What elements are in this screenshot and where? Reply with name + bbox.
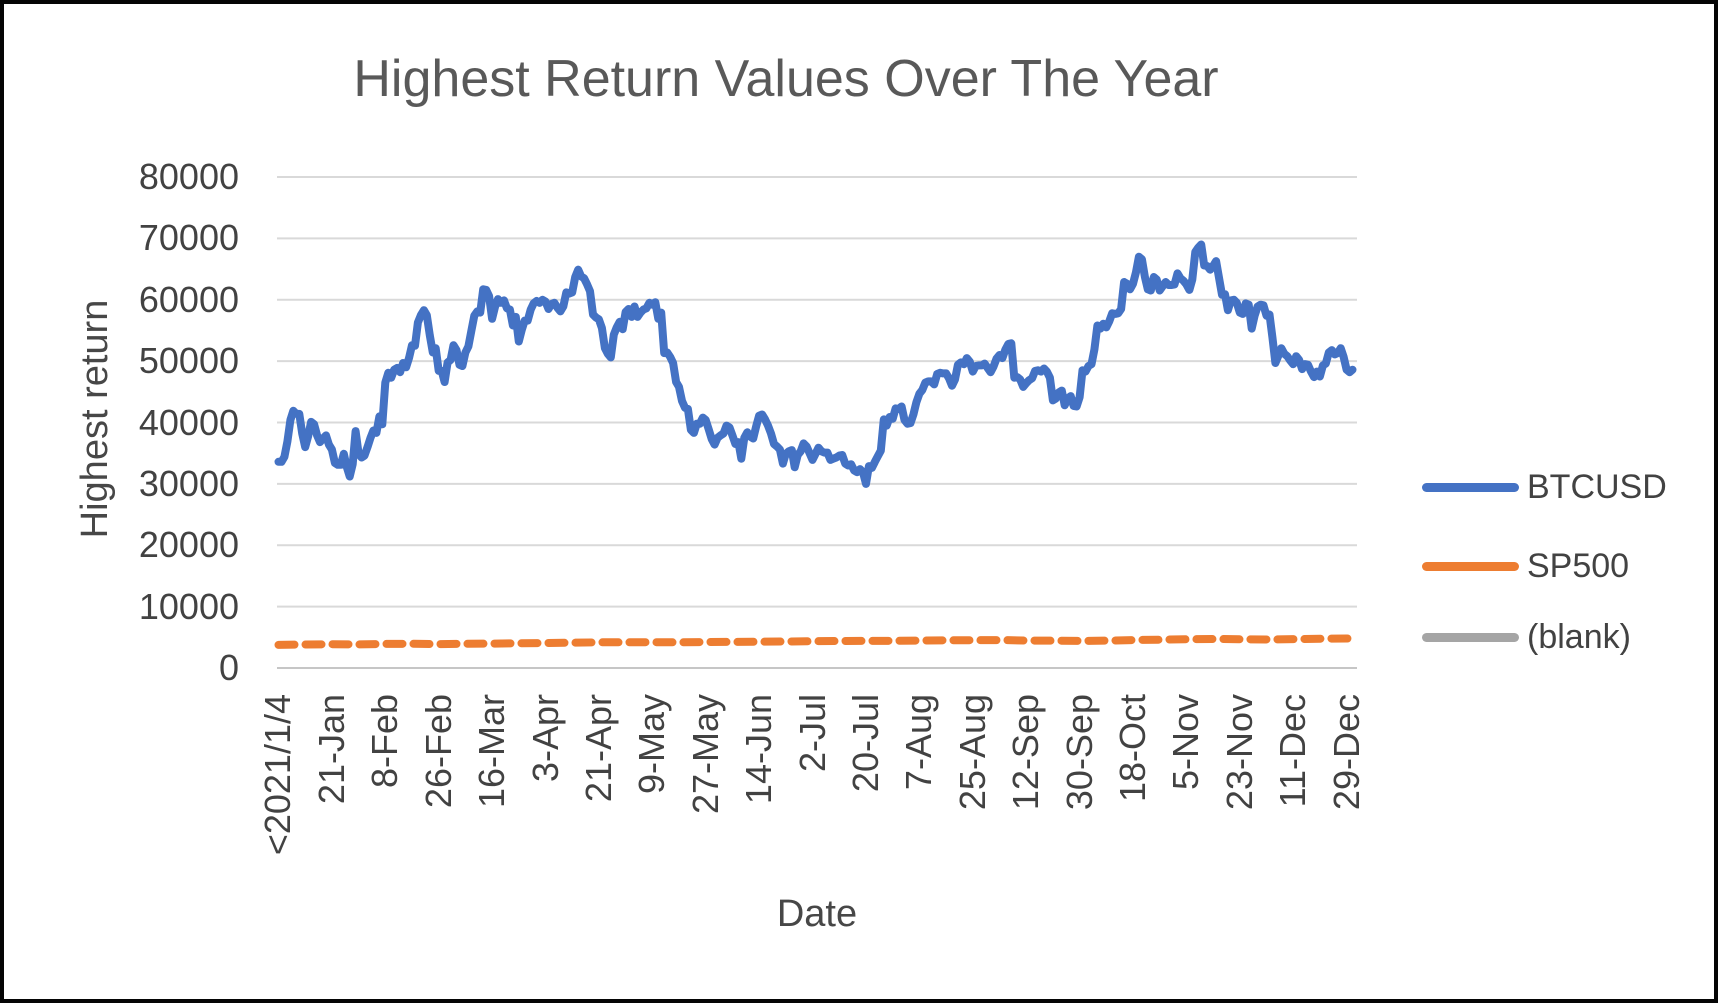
y-tick-label: 20000 <box>138 524 239 566</box>
x-axis-title: Date <box>776 893 858 935</box>
x-tick-label: 26-Feb <box>417 694 459 809</box>
y-tick-label: 50000 <box>138 340 239 382</box>
legend-label-btcusd: BTCUSD <box>1527 468 1667 506</box>
y-tick-label: 10000 <box>138 585 239 627</box>
x-tick-label: 8-Feb <box>364 694 406 789</box>
legend-label-blank: (blank) <box>1527 618 1631 656</box>
x-tick-label: 14-Jun <box>738 694 780 805</box>
x-tick-label: 12-Sep <box>1005 694 1047 811</box>
legend-swatch-btcusd <box>1422 482 1519 492</box>
y-tick-label: 60000 <box>138 278 239 320</box>
x-tick-label: 25-Aug <box>951 694 993 811</box>
x-tick-label: 21-Jan <box>310 694 352 805</box>
x-tick-label: 20-Jul <box>844 694 886 793</box>
x-tick-label: 2-Jul <box>791 694 833 773</box>
x-tick-label: 27-May <box>684 694 726 815</box>
x-tick-label: 9-May <box>631 694 673 795</box>
legend-item-sp500: SP500 <box>1422 546 1629 586</box>
legend-swatch-sp500 <box>1422 561 1519 571</box>
y-tick-label: 70000 <box>138 217 239 259</box>
x-tick-label: 7-Aug <box>898 694 940 791</box>
y-tick-label: 80000 <box>138 156 239 197</box>
y-tick-label: 30000 <box>138 462 239 504</box>
y-tick-label: 0 <box>218 647 239 688</box>
x-tick-label: 21-Apr <box>577 694 619 803</box>
sp500-line <box>274 634 1357 649</box>
legend-item-btcusd: BTCUSD <box>1422 467 1667 507</box>
chart-title: Highest Return Values Over The Year <box>353 50 1219 108</box>
x-tick-label: 16-Mar <box>471 694 513 809</box>
legend-swatch-blank <box>1422 632 1519 642</box>
btcusd-line <box>274 240 1357 488</box>
x-tick-label: 30-Sep <box>1058 694 1100 811</box>
legend-item-blank: (blank) <box>1422 617 1631 657</box>
x-tick-label: <2021/1/4 <box>257 694 299 856</box>
y-tick-label: 40000 <box>138 401 239 443</box>
x-tick-label: 23-Nov <box>1218 694 1260 811</box>
plot-area-svg <box>274 176 1357 669</box>
legend-label-sp500: SP500 <box>1527 547 1630 585</box>
x-tick-label: 3-Apr <box>524 694 566 783</box>
x-tick-label: 5-Nov <box>1165 694 1207 791</box>
x-tick-label: 18-Oct <box>1111 694 1153 803</box>
x-tick-label: 11-Dec <box>1272 694 1314 808</box>
x-tick-label: 29-Dec <box>1325 694 1367 811</box>
